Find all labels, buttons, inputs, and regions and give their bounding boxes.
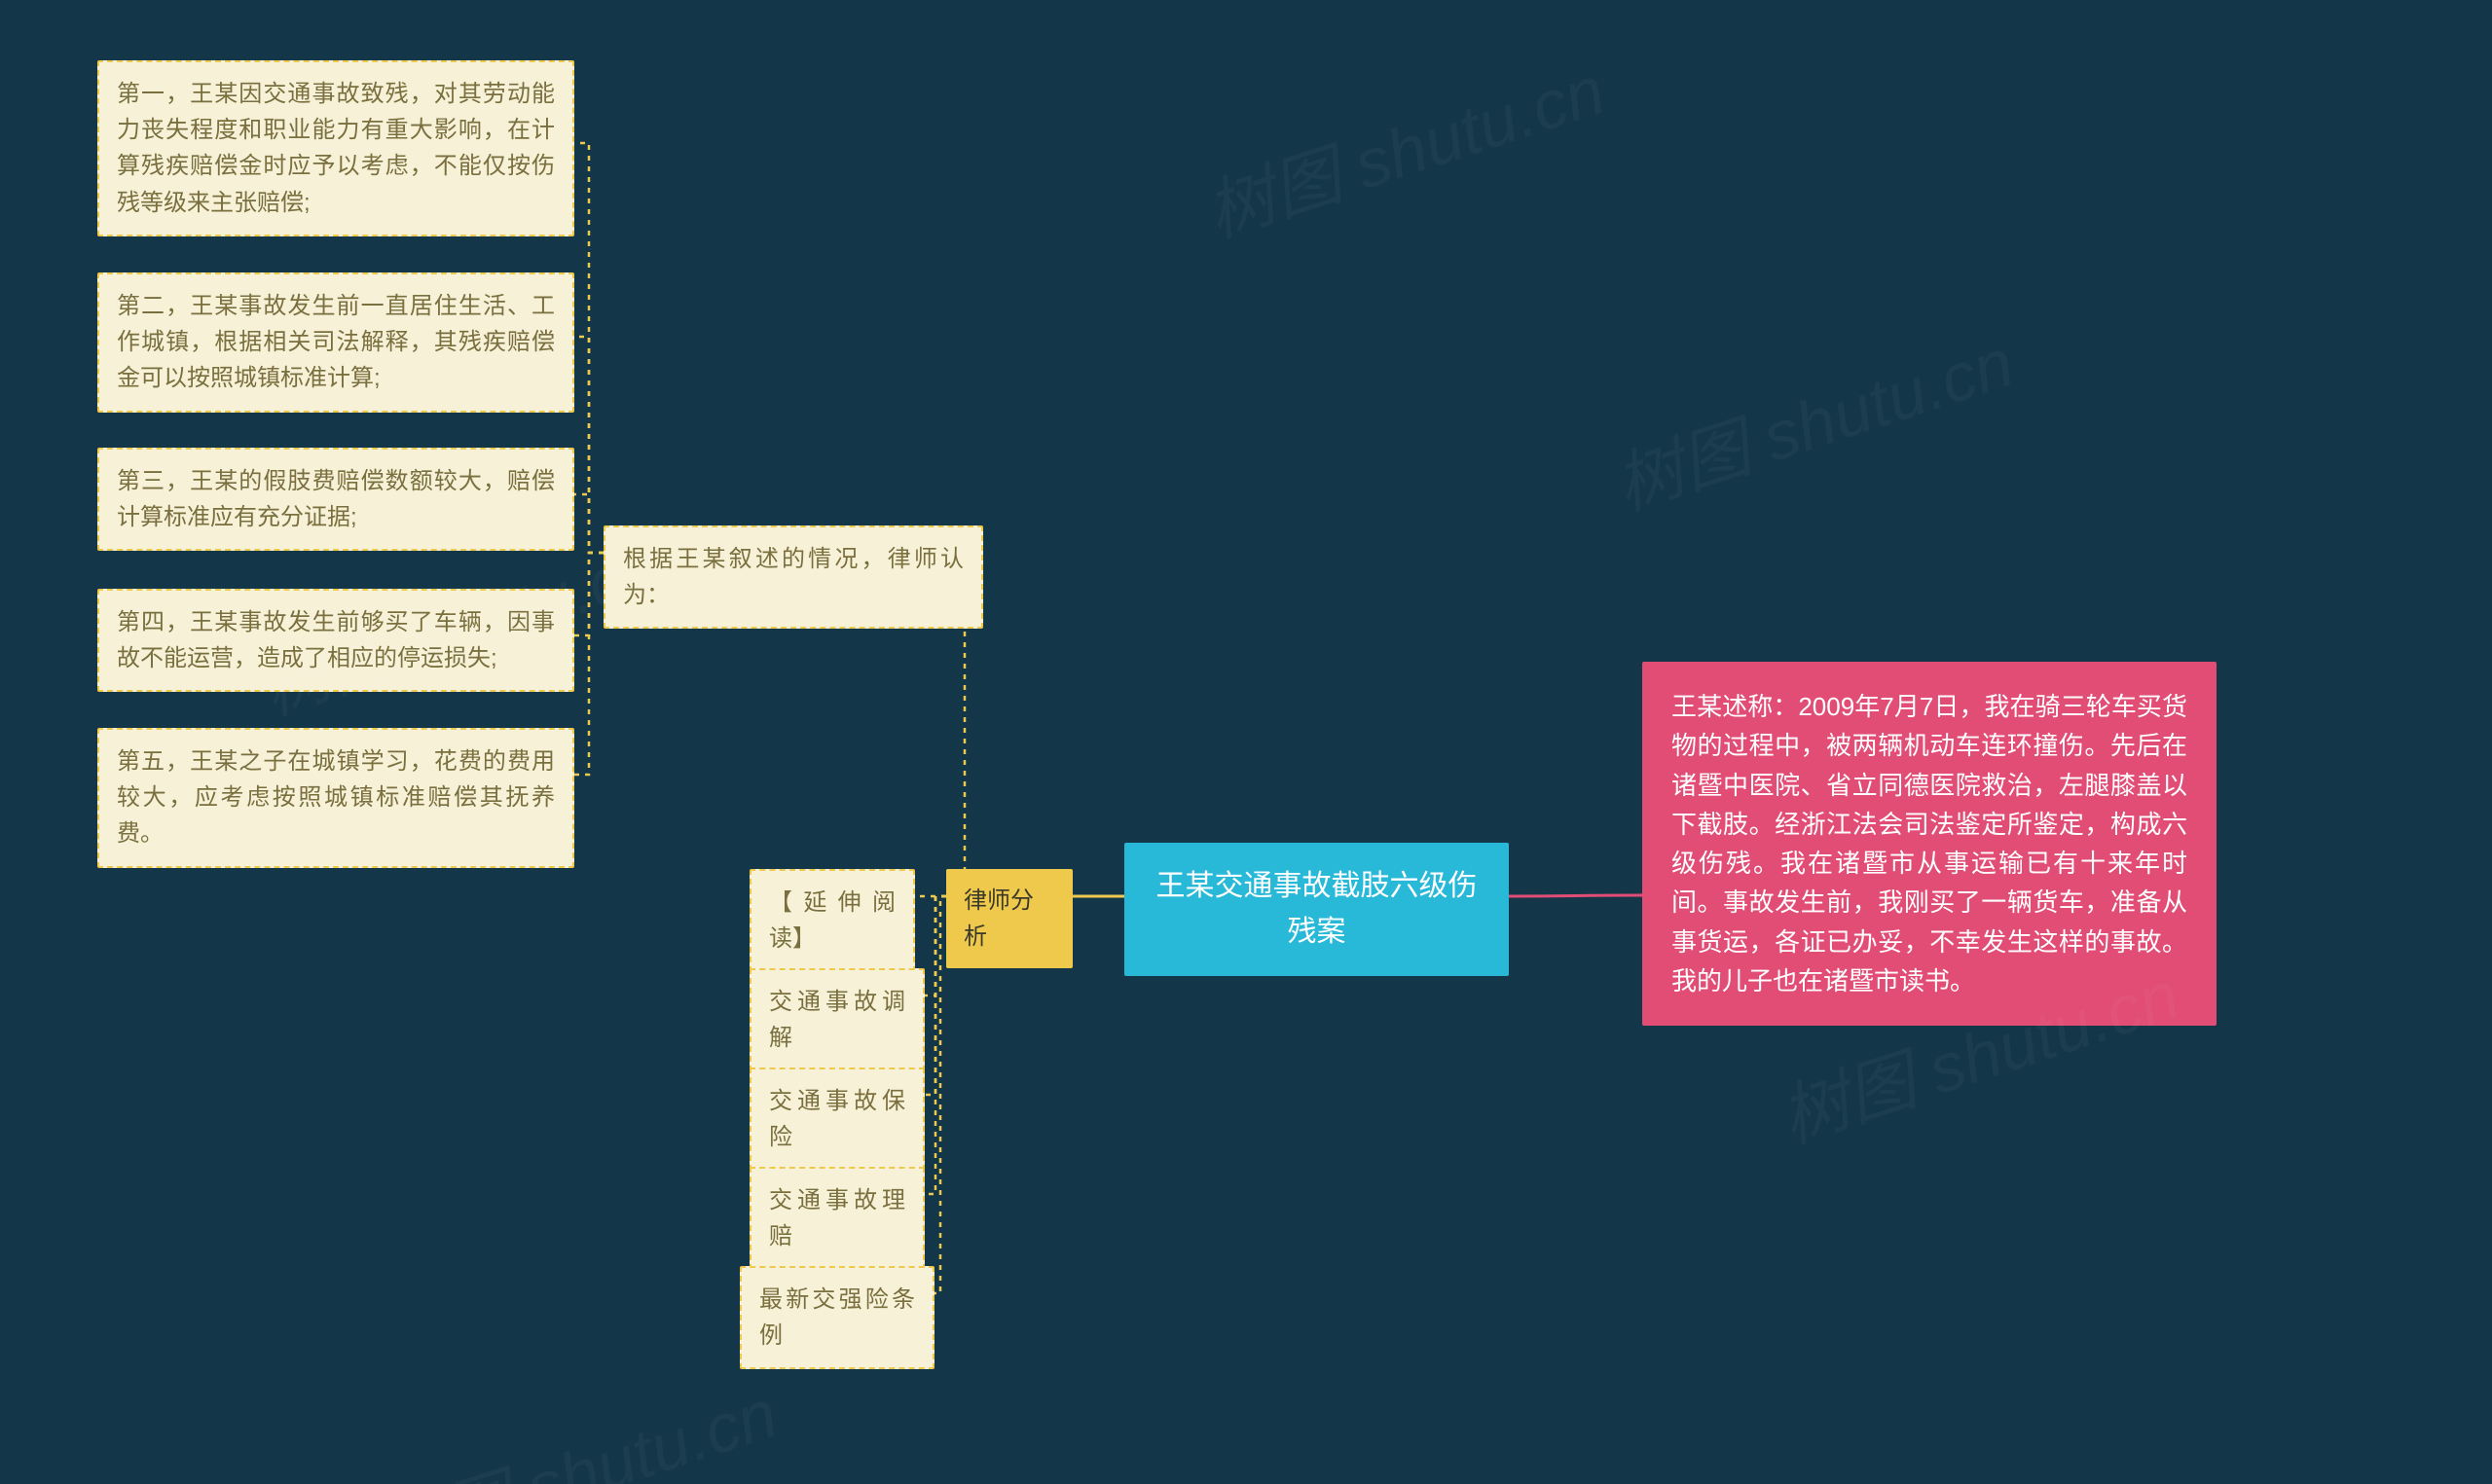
- watermark: 树图 shutu.cn: [1601, 308, 2025, 529]
- traffic-insurance: 交通事故保险: [750, 1068, 925, 1171]
- watermark: 树图 shutu.cn: [1192, 36, 1616, 257]
- root-node: 王某交通事故截肢六级伤残案: [1124, 843, 1509, 976]
- traffic-mediation: 交通事故调解: [750, 968, 925, 1071]
- lawyer-analysis-node: 律师分析: [946, 869, 1073, 968]
- traffic-claims: 交通事故理赔: [750, 1167, 925, 1270]
- opinion-point-2: 第二，王某事故发生前一直居住生活、工作城镇，根据相关司法解释，其残疾赔偿金可以按…: [97, 272, 574, 413]
- extended-reading: 【延伸阅读】: [750, 869, 915, 972]
- watermark: 树图 shutu.cn: [365, 1359, 788, 1484]
- opinion-point-4: 第四，王某事故发生前够买了车辆，因事故不能运营，造成了相应的停运损失;: [97, 589, 574, 692]
- opinion-point-3: 第三，王某的假肢费赔偿数额较大，赔偿计算标准应有充分证据;: [97, 448, 574, 551]
- opinion-header: 根据王某叙述的情况，律师认为：: [604, 525, 983, 629]
- opinion-point-1: 第一，王某因交通事故致残，对其劳动能力丧失程度和职业能力有重大影响，在计算残疾赔…: [97, 60, 574, 236]
- case-description: 王某述称：2009年7月7日，我在骑三轮车买货物的过程中，被两辆机动车连环撞伤。…: [1642, 662, 2217, 1026]
- opinion-point-5: 第五，王某之子在城镇学习，花费的费用较大，应考虑按照城镇标准赔偿其抚养费。: [97, 728, 574, 868]
- compulsory-ins: 最新交强险条例: [740, 1266, 934, 1369]
